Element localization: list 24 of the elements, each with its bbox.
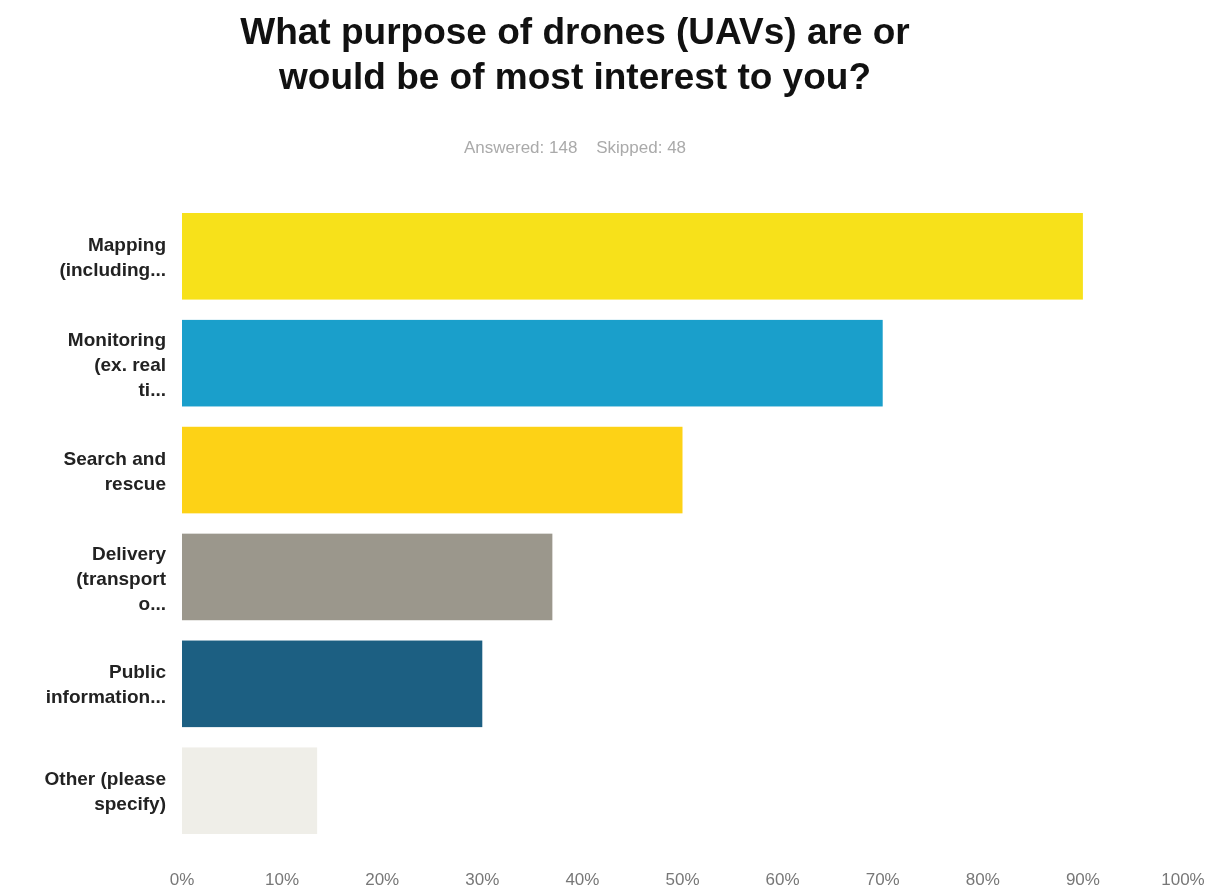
bar [182, 533, 553, 621]
x-tick-label: 0% [169, 870, 195, 889]
y-tick-label: Search and rescue [63, 447, 166, 494]
x-tick-label: 70% [865, 870, 900, 889]
x-tick-label: 20% [365, 870, 400, 889]
x-tick-label: 60% [765, 870, 800, 889]
y-tick-label: Mapping (including... [59, 233, 166, 280]
bar [182, 426, 683, 514]
x-tick-label: 100% [1161, 870, 1205, 889]
x-tick-label: 40% [565, 870, 600, 889]
y-tick-label: Other (please specify) [44, 768, 166, 815]
x-tick-label: 50% [665, 870, 700, 889]
bar [182, 213, 1083, 300]
x-tick-label: 80% [965, 870, 1000, 889]
x-tick-label: 30% [465, 870, 500, 889]
x-tick-label: 10% [265, 870, 300, 889]
x-tick-label: 90% [1065, 870, 1100, 889]
y-tick-label: Monitoring (ex. real ti... [67, 328, 166, 400]
chart-subtitle: Answered: 148 Skipped: 48 [463, 138, 687, 157]
bar [182, 640, 483, 728]
y-tick-label: Delivery (transport o... [76, 542, 167, 614]
chart-title: What purpose of drones (UAVs) are or would be of most interest to you? [240, 11, 910, 97]
y-tick-label: Public information... [45, 661, 167, 708]
bar [182, 319, 883, 407]
